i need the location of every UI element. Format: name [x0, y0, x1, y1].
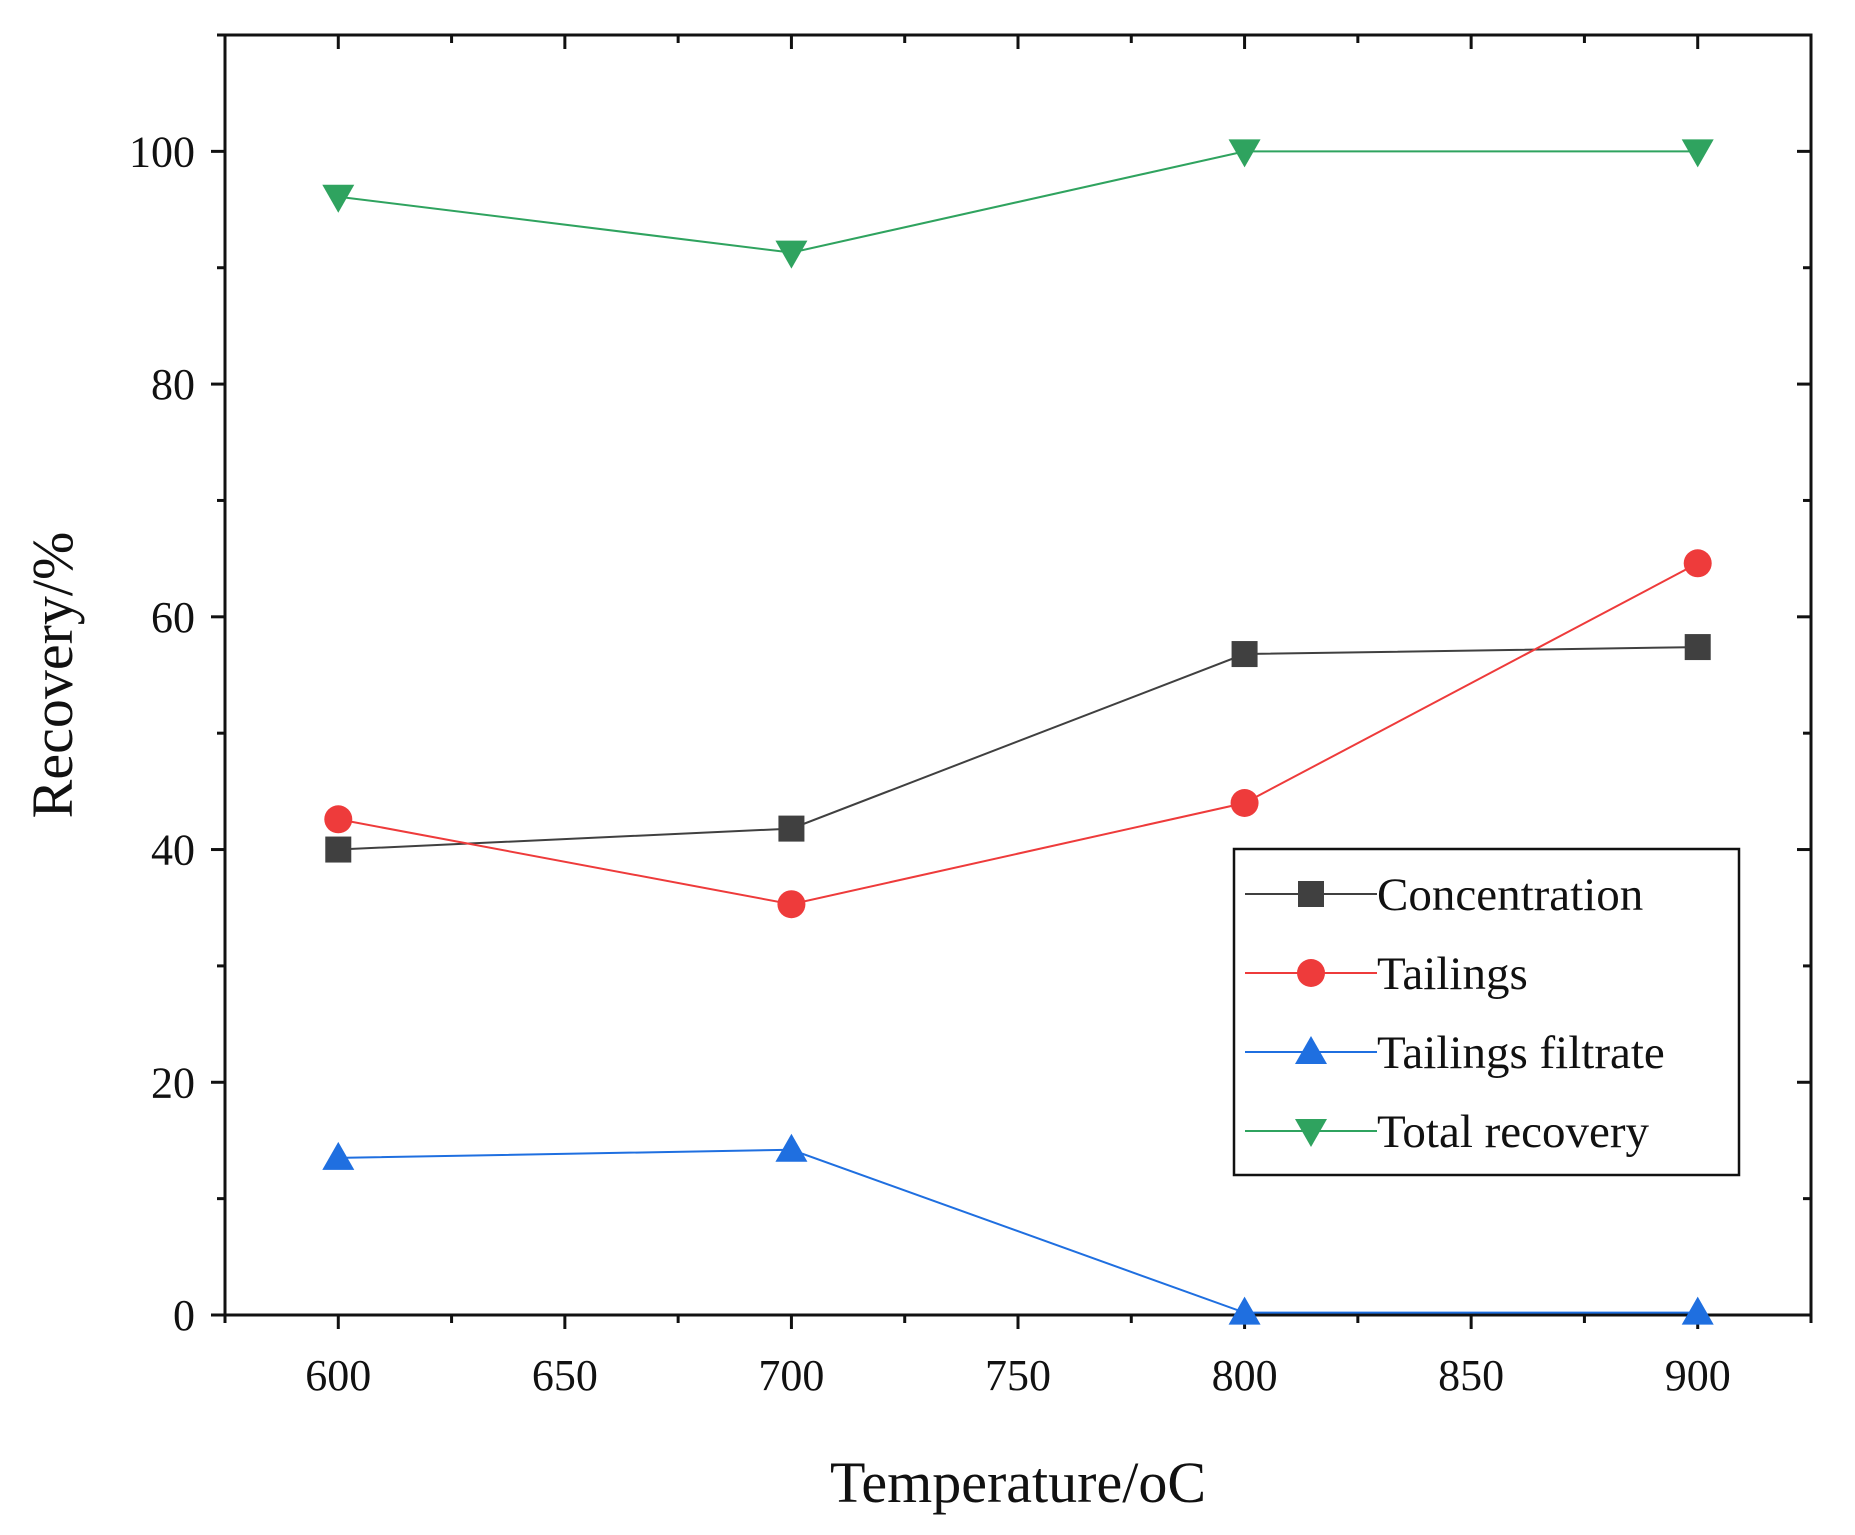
data-point-tailings [1683, 549, 1712, 578]
data-point-tailings [777, 890, 806, 919]
x-axis-title: Temperature/oC [830, 1450, 1206, 1515]
data-point-concentration [1231, 641, 1258, 668]
series-line-concentration [338, 646, 1698, 851]
y-tick-label: 60 [151, 593, 195, 642]
x-axis-title-text: Temperature/ [830, 1450, 1139, 1515]
tick-labels: 600 650 700 750 800 850 900 0 20 40 60 80 100 [129, 127, 1731, 1400]
series-line-total-recovery [338, 150, 1698, 254]
y-tick-label: 100 [129, 127, 195, 176]
data-point-tailings-filtrate [322, 1141, 355, 1170]
x-tick-label: 750 [985, 1351, 1051, 1400]
x-tick-label: 900 [1665, 1351, 1731, 1400]
y-tick-label: 0 [173, 1291, 195, 1340]
data-point-tailings-filtrate [1228, 1296, 1261, 1325]
data-point-total-recovery [322, 184, 355, 213]
legend-marker-concentration [1298, 881, 1324, 907]
series-line-tailings-filtrate [338, 1148, 1698, 1314]
data-point-tailings-filtrate [775, 1133, 808, 1162]
data-point-concentration [1684, 634, 1711, 661]
x-tick-label: 800 [1212, 1351, 1278, 1400]
data-point-tailings [1230, 789, 1259, 817]
legend-label-tailings-filtrate: Tailings filtrate [1377, 1027, 1665, 1079]
series-lines [338, 150, 1699, 1314]
x-tick-label: 650 [532, 1351, 598, 1400]
legend-marker-tailings [1297, 959, 1325, 987]
legend: Concentration Tailings Tailings filtrate To… [1232, 847, 1741, 1177]
series-markers [322, 139, 1714, 1325]
data-point-tailings-filtrate [1681, 1296, 1714, 1325]
y-tick-label: 40 [151, 826, 195, 875]
x-tick-label: 600 [305, 1351, 371, 1400]
data-point-total-recovery [1228, 139, 1261, 168]
x-tick-label: 850 [1438, 1351, 1504, 1400]
data-point-total-recovery [1681, 139, 1714, 168]
x-axis-title-unit: oC [1138, 1450, 1206, 1515]
data-point-tailings [324, 805, 353, 834]
axis-ticks [211, 33, 1813, 1329]
y-tick-label: 20 [151, 1058, 195, 1107]
series-line-tailings [338, 562, 1699, 906]
legend-marker-total-recovery [1295, 1119, 1327, 1147]
legend-label-total-recovery: Total recovery [1377, 1106, 1650, 1158]
data-point-concentration [325, 836, 352, 863]
x-tick-label: 700 [758, 1351, 824, 1400]
y-axis-title: Recovery/% [20, 532, 85, 819]
data-point-concentration [778, 815, 805, 842]
legend-marker-tailings-filtrate [1295, 1036, 1327, 1064]
data-point-total-recovery [775, 240, 808, 269]
legend-label-concentration: Concentration [1377, 869, 1643, 921]
y-tick-label: 80 [151, 360, 195, 409]
legend-items: Concentration Tailings Tailings filtrate To… [1245, 869, 1665, 1158]
legend-label-tailings: Tailings [1377, 948, 1528, 1000]
